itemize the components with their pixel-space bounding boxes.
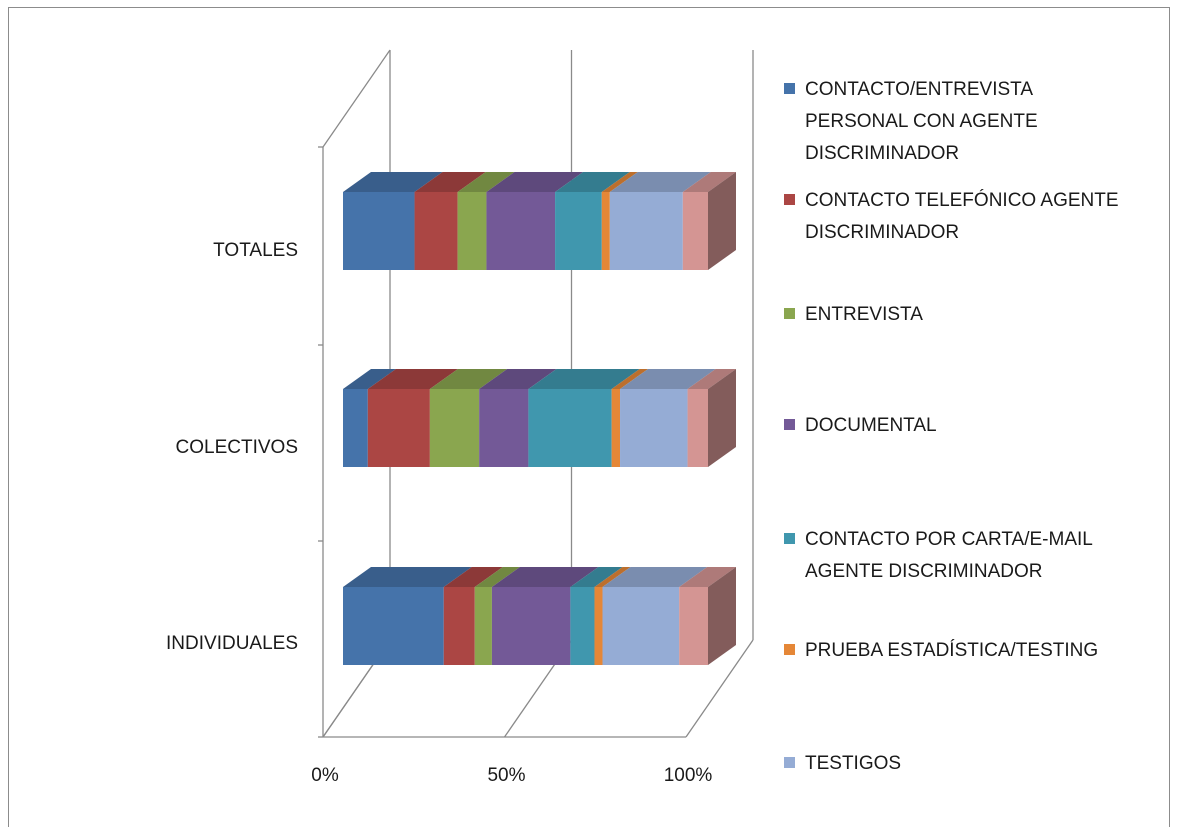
bar-side-2 <box>708 567 736 665</box>
bar-segment-2-1 <box>443 587 475 665</box>
legend-swatch <box>784 308 795 319</box>
bar-segment-1-0 <box>343 389 368 467</box>
legend-swatch <box>784 644 795 655</box>
category-label: COLECTIVOS <box>176 437 298 458</box>
bar-segment-top-2-1 <box>443 567 503 587</box>
bar-segment-0-6 <box>609 192 683 270</box>
bar-segment-0-4 <box>555 192 602 270</box>
legend-label: DOCUMENTAL <box>805 415 937 436</box>
bar-segment-top-1-5 <box>611 369 649 389</box>
bar-segment-top-0-2 <box>457 172 515 192</box>
legend-swatch <box>784 757 795 768</box>
bar-side-0 <box>708 172 736 270</box>
bar-segment-1-1 <box>367 389 430 467</box>
legend-swatch <box>784 83 795 94</box>
bar-segment-top-2-7 <box>679 567 736 587</box>
bar-segment-2-5 <box>594 587 603 665</box>
bar-segment-1-7 <box>687 389 708 467</box>
legend-swatch <box>784 194 795 205</box>
bar-segment-1-6 <box>620 389 688 467</box>
gridline-floor-2 <box>685 639 754 738</box>
bar-segment-top-1-4 <box>528 369 640 389</box>
bar-segment-top-1-1 <box>367 369 458 389</box>
bar-side-1 <box>708 369 736 467</box>
legend-swatch <box>784 419 795 430</box>
bar-segment-top-2-2 <box>474 567 520 587</box>
legend-label: CONTACTO TELEFÓNICO AGENTE DISCRIMINADOR <box>805 189 1119 243</box>
bar-segment-2-3 <box>491 587 571 665</box>
legend-swatch <box>784 533 795 544</box>
bar-segment-top-1-0 <box>343 369 396 389</box>
bar-segment-2-0 <box>343 587 444 665</box>
bar-segment-top-0-3 <box>486 172 584 192</box>
x-tick-label: 0% <box>311 765 339 786</box>
bar-segment-0-3 <box>486 192 556 270</box>
bar-segment-0-5 <box>601 192 610 270</box>
legend-label: PRUEBA ESTADÍSTICA/TESTING <box>805 640 1098 661</box>
bar-segment-top-2-5 <box>594 567 631 587</box>
bar-segment-top-2-0 <box>343 567 472 587</box>
bar-segment-top-1-2 <box>429 369 508 389</box>
bar-segment-top-0-7 <box>682 172 736 192</box>
bar-segment-0-1 <box>414 192 458 270</box>
bar-segment-2-4 <box>570 587 595 665</box>
bar-segment-2-7 <box>679 587 708 665</box>
bar-segment-top-0-0 <box>343 172 443 192</box>
bar-segment-top-1-6 <box>620 369 716 389</box>
category-label: INDIVIDUALES <box>166 633 298 654</box>
x-tick-label: 50% <box>487 765 525 786</box>
legend-label: TESTIGOS <box>805 753 901 774</box>
bar-segment-top-1-3 <box>479 369 557 389</box>
bar-segment-top-0-5 <box>601 172 638 192</box>
category-label: TOTALES <box>213 240 298 261</box>
bar-segment-1-3 <box>479 389 529 467</box>
bar-segment-2-2 <box>474 587 492 665</box>
x-tick-label: 100% <box>664 765 713 786</box>
wall-top-edge <box>322 49 391 148</box>
bar-segment-top-0-1 <box>414 172 486 192</box>
bar-segment-top-2-6 <box>602 567 708 587</box>
bar-segment-top-1-7 <box>687 369 736 389</box>
legend-label: CONTACTO/ENTREVISTA PERSONAL CON AGENTE DI… <box>805 79 1038 164</box>
bar-segment-top-0-6 <box>609 172 711 192</box>
bar-segment-2-6 <box>602 587 680 665</box>
bar-segment-0-7 <box>682 192 708 270</box>
bar-segment-top-0-4 <box>555 172 630 192</box>
bar-segment-1-2 <box>429 389 480 467</box>
bar-segment-top-2-4 <box>570 567 623 587</box>
bar-segment-top-2-3 <box>491 567 599 587</box>
bar-segment-0-0 <box>343 192 415 270</box>
bar-segment-1-4 <box>528 389 612 467</box>
legend-label: CONTACTO POR CARTA/E-MAIL AGENTE DISCRIMI… <box>805 529 1093 582</box>
bar-segment-1-5 <box>611 389 621 467</box>
bar-segment-0-2 <box>457 192 487 270</box>
legend-label: ENTREVISTA <box>805 304 923 325</box>
